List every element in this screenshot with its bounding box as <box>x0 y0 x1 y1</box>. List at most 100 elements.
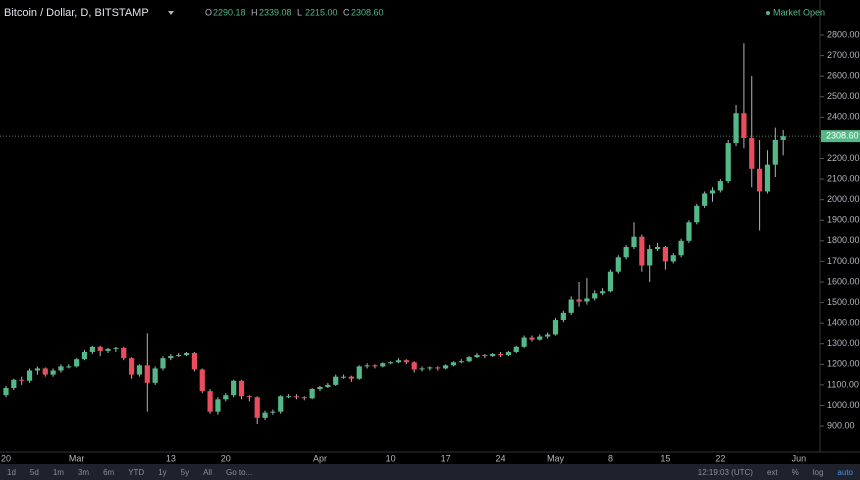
y-tick-label: 1800.00 <box>827 235 860 245</box>
range-button[interactable]: 3m <box>77 467 90 477</box>
x-tick-label: 17 <box>441 453 451 463</box>
range-button[interactable]: 1d <box>7 467 16 477</box>
candle-body <box>176 355 182 357</box>
candle-body <box>764 164 771 192</box>
candle-body <box>717 181 723 191</box>
candle-body <box>278 396 284 412</box>
candle-body <box>121 347 127 359</box>
candle-body <box>450 362 457 366</box>
candle-body <box>199 369 205 392</box>
candle-body <box>340 376 347 378</box>
candle-body <box>364 365 370 367</box>
x-tick-label: 24 <box>496 453 506 463</box>
candle-body <box>466 357 472 362</box>
candle-body <box>521 337 527 347</box>
candle-body <box>505 351 511 356</box>
range-button[interactable]: YTD <box>128 467 145 477</box>
candle-body <box>560 312 566 321</box>
range-button[interactable]: 6m <box>103 467 115 477</box>
y-tick-label: 1700.00 <box>827 256 860 266</box>
option-button[interactable]: ext <box>766 467 778 477</box>
last-price-label: 2308.60 <box>826 131 859 141</box>
market-status: Market Open <box>773 7 825 17</box>
ohlc-key: H <box>251 7 258 17</box>
ohlc-value: 2215.00 <box>305 7 338 17</box>
candle-body <box>333 376 339 385</box>
candle-body <box>246 396 252 398</box>
candle-body <box>623 246 629 258</box>
range-button[interactable]: 1y <box>158 467 167 477</box>
candle-body <box>215 399 221 412</box>
candle-body <box>380 363 386 367</box>
candle-body <box>757 168 763 192</box>
option-button[interactable]: auto <box>837 467 853 477</box>
candle-body <box>537 336 543 340</box>
candle-body <box>639 236 645 266</box>
range-button[interactable]: 5y <box>180 467 190 477</box>
y-tick-label: 1400.00 <box>827 318 860 328</box>
range-button[interactable]: All <box>203 467 212 477</box>
ohlc-key: C <box>343 7 350 17</box>
x-tick-label: 13 <box>166 453 176 463</box>
candle-body <box>592 293 598 299</box>
candle-body <box>152 368 158 383</box>
candle-body <box>223 395 229 400</box>
x-tick-label: 22 <box>715 453 725 463</box>
range-button[interactable]: 5d <box>29 467 39 477</box>
candle-body <box>780 136 786 140</box>
candle-body <box>482 355 488 357</box>
candle-body <box>74 359 80 367</box>
symbol-caret[interactable] <box>168 11 174 15</box>
y-tick-label: 1100.00 <box>827 379 859 389</box>
y-tick-label: 2000.00 <box>827 194 860 204</box>
candle-body <box>19 379 25 381</box>
y-tick-label: 2600.00 <box>827 71 860 81</box>
y-tick-label: 2500.00 <box>827 91 860 101</box>
candle-body <box>497 354 504 356</box>
candle-body <box>403 360 409 363</box>
ohlc-key: L <box>297 7 302 17</box>
candle-body <box>372 365 378 367</box>
x-tick-label: 20 <box>221 453 231 463</box>
candle-body <box>238 380 245 397</box>
y-tick-label: 1200.00 <box>827 359 860 369</box>
candle-body <box>293 396 300 398</box>
candle-body <box>3 387 9 396</box>
option-button[interactable]: % <box>791 467 799 477</box>
candle-body <box>709 190 716 194</box>
candle-body <box>474 355 480 358</box>
candle-body <box>129 358 135 375</box>
y-tick-label: 2200.00 <box>827 153 860 163</box>
candle-body <box>301 397 307 399</box>
option-button[interactable]: log <box>812 467 824 477</box>
candle-body <box>348 376 354 379</box>
x-tick-label: 15 <box>660 453 670 463</box>
candle-body <box>262 412 268 418</box>
candle-body <box>733 113 739 144</box>
candle-body <box>741 113 747 138</box>
symbol[interactable]: Bitcoin / Dollar, D, BITSTAMP <box>4 7 149 19</box>
candle-body <box>325 384 331 387</box>
candle-body <box>654 246 661 250</box>
candle-body <box>631 236 637 247</box>
candle-body <box>317 386 323 390</box>
candle-body <box>552 320 559 335</box>
range-button[interactable]: Go to... <box>225 467 253 477</box>
candle-body <box>81 351 88 360</box>
candle-body <box>42 368 48 375</box>
candle-body <box>427 367 433 369</box>
candle-body <box>105 348 111 351</box>
range-button[interactable]: 1m <box>52 467 64 477</box>
y-tick-label: 1500.00 <box>827 297 860 307</box>
candle-body <box>395 360 402 363</box>
candle-body <box>144 365 150 383</box>
candle-body <box>168 356 174 359</box>
candle-body <box>694 205 700 223</box>
candle-body <box>670 255 676 262</box>
candle-body <box>11 379 17 388</box>
candle-body <box>231 380 237 396</box>
candle-body <box>607 271 614 292</box>
candle-body <box>356 366 362 379</box>
candle-body <box>513 346 519 352</box>
